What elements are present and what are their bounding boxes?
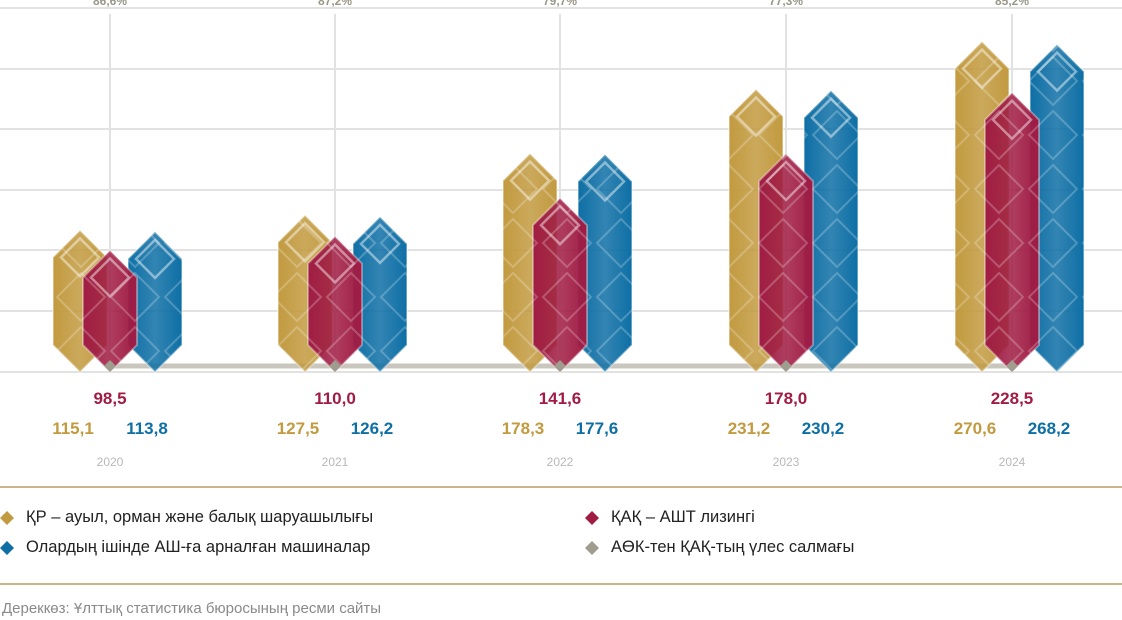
legend-label: ҚР – ауыл, орман және балық шаруашылығы (26, 508, 374, 526)
data-label-blue: 126,2 (351, 419, 394, 438)
share-marker (104, 360, 116, 372)
data-label-blue: 113,8 (126, 419, 168, 438)
data-label-red: 141,6 (539, 389, 582, 408)
data-label-gold: 178,3 (502, 419, 545, 438)
x-tick-label: 2023 (773, 455, 800, 469)
legend-label: Олардың ішінде АШ-ға арналған машиналар (26, 538, 371, 556)
diamond-icon (585, 540, 599, 555)
legend-item-3: Олардың ішінде АШ-ға арналған машиналар (0, 538, 370, 557)
chart: 86,6% 98,5 115,1 113,8 2020 87,2% 110,0 127,5 12… (0, 0, 1122, 469)
bar-red (532, 196, 588, 374)
data-label-red: 228,5 (991, 389, 1034, 408)
share-marker (554, 360, 566, 372)
share-marker (780, 360, 792, 372)
legend-item-4: АӨК-тен ҚАҚ-тың үлес салмағы (585, 538, 854, 557)
legend-item-2: ҚАҚ – АШТ лизингі (585, 508, 755, 527)
share-label: 79,7% (543, 0, 577, 8)
data-label-red: 178,0 (765, 389, 808, 408)
bar-blue (803, 89, 859, 374)
bar-blue (352, 215, 408, 374)
bar-blue (127, 230, 183, 374)
x-tick-label: 2024 (999, 455, 1026, 469)
share-label: 85,2% (995, 0, 1029, 8)
data-label-blue: 177,6 (576, 419, 619, 438)
x-tick-label: 2022 (547, 455, 574, 469)
bar-blue (577, 153, 633, 374)
data-label-red: 110,0 (314, 389, 356, 408)
diamond-icon (585, 510, 599, 525)
bar-red (307, 235, 363, 374)
diamond-icon (0, 540, 14, 555)
legend: ҚР – ауыл, орман және балық шаруашылығы … (0, 500, 1122, 580)
share-label: 87,2% (318, 0, 352, 8)
data-label-red: 98,5 (93, 389, 126, 408)
x-tick-label: 2021 (322, 455, 349, 469)
bar-red (984, 91, 1040, 374)
bar-blue (1029, 43, 1085, 374)
bar-red (758, 152, 814, 374)
share-label: 77,3% (769, 0, 803, 8)
data-label-gold: 231,2 (728, 419, 771, 438)
legend-bottom-rule (0, 583, 1122, 585)
x-tick-label: 2020 (97, 455, 124, 469)
bar-red (82, 249, 138, 374)
data-label-blue: 230,2 (802, 419, 845, 438)
data-label-blue: 268,2 (1028, 419, 1071, 438)
data-label-gold: 127,5 (277, 419, 320, 438)
legend-top-rule (0, 486, 1122, 488)
share-label: 86,6% (93, 0, 127, 8)
source-note: Дереккөз: Ұлттық статистика бюросының ре… (2, 600, 382, 617)
legend-label: АӨК-тен ҚАҚ-тың үлес салмағы (611, 538, 855, 556)
data-label-gold: 270,6 (954, 419, 997, 438)
legend-label: ҚАҚ – АШТ лизингі (611, 508, 755, 526)
legend-item-1: ҚР – ауыл, орман және балық шаруашылығы (0, 508, 373, 527)
data-label-gold: 115,1 (52, 419, 94, 438)
diamond-icon (0, 510, 14, 525)
share-marker (329, 360, 341, 372)
share-marker (1006, 360, 1018, 372)
